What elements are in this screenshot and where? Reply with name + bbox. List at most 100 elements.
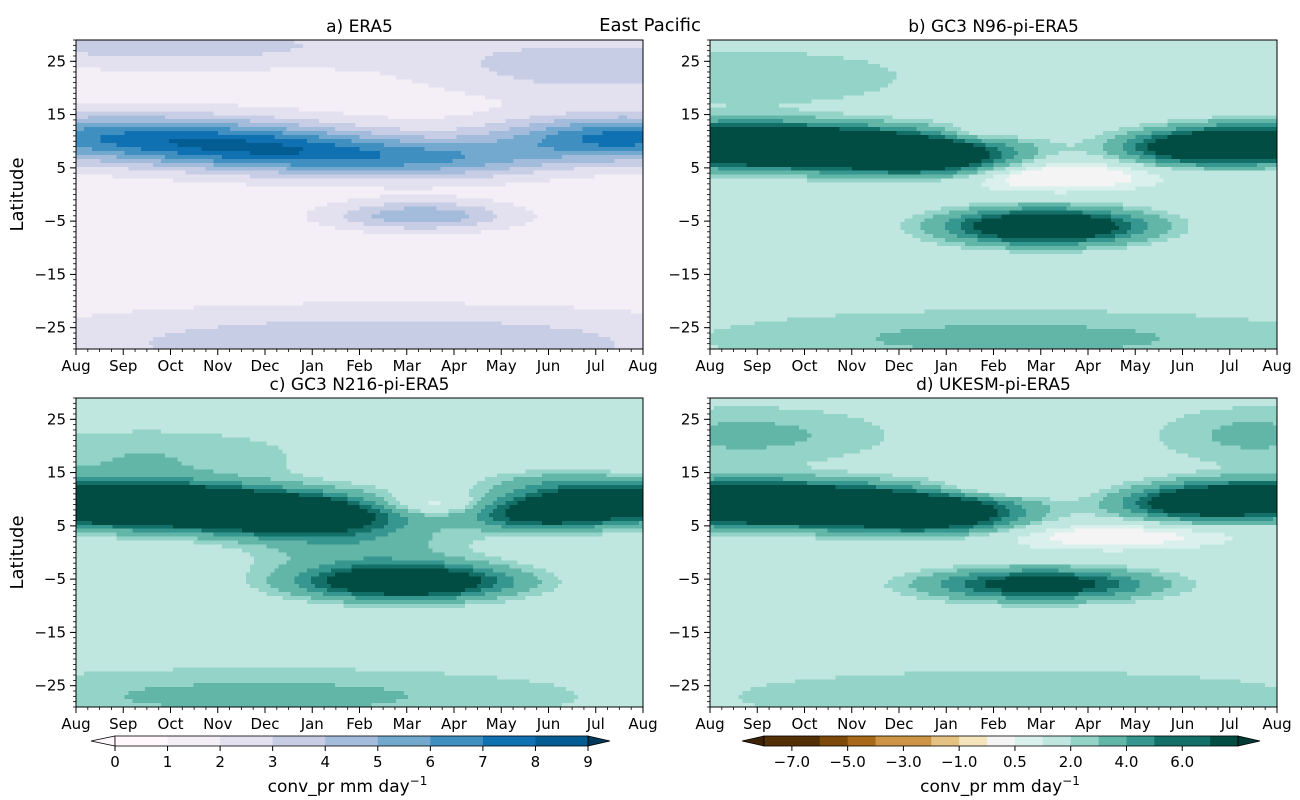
field-cell [287, 60, 292, 65]
field-cell [534, 56, 539, 61]
field-cell [202, 68, 207, 73]
field-cell [238, 40, 243, 45]
field-cell [590, 52, 595, 57]
field-cell [416, 52, 421, 57]
field-cell [526, 92, 531, 97]
field-cell [88, 95, 93, 100]
field-cell [222, 52, 227, 57]
field-cell [522, 60, 527, 65]
field-cell [246, 76, 251, 81]
field-cell [246, 40, 251, 45]
field-cell [335, 52, 340, 57]
field-cell [84, 44, 89, 49]
field-cell [404, 72, 409, 77]
field-cell [635, 56, 640, 61]
field-cell [169, 56, 174, 61]
field-cell [392, 60, 397, 65]
field-cell [364, 92, 369, 97]
field-cell [445, 56, 450, 61]
field-cell [161, 48, 166, 53]
field-cell [351, 92, 356, 97]
field-cell [376, 76, 381, 81]
field-cell [562, 92, 567, 97]
field-cell [493, 64, 498, 69]
field-cell [214, 80, 219, 85]
field-cell [485, 76, 490, 81]
field-cell [323, 60, 328, 65]
field-cell [287, 52, 292, 57]
field-cell [274, 68, 279, 73]
field-cell [226, 40, 231, 45]
field-cell [274, 40, 279, 45]
field-cell [266, 92, 271, 97]
field-cell [477, 44, 482, 49]
field-cell [445, 80, 450, 85]
field-cell [104, 44, 109, 49]
field-cell [108, 80, 113, 85]
field-a [76, 40, 644, 350]
field-cell [550, 92, 555, 97]
field-cell [218, 72, 223, 77]
field-cell [141, 88, 146, 93]
field-cell [234, 84, 239, 89]
field-cell [631, 40, 636, 45]
field-cell [242, 68, 247, 73]
field-cell [453, 44, 458, 49]
field-cell [242, 52, 247, 57]
field-cell [453, 80, 458, 85]
field-cell [513, 60, 518, 65]
field-cell [388, 92, 393, 97]
field-cell [542, 92, 547, 97]
field-cell [436, 84, 441, 89]
field-cell [303, 92, 308, 97]
field-cell [594, 76, 599, 81]
field-cell [327, 68, 332, 73]
field-cell [343, 44, 348, 49]
field-cell [509, 56, 514, 61]
field-cell [274, 88, 279, 93]
field-cell [449, 56, 454, 61]
field-cell [80, 84, 85, 89]
field-cell [177, 76, 182, 81]
field-cell [214, 64, 219, 69]
field-cell [283, 84, 288, 89]
field-cell [380, 64, 385, 69]
field-cell [364, 44, 369, 49]
field-cell [473, 88, 478, 93]
field-cell [96, 44, 101, 49]
field-cell [202, 52, 207, 57]
field-cell [250, 72, 255, 77]
field-cell [270, 44, 275, 49]
field-cell [469, 80, 474, 85]
field-cell [441, 92, 446, 97]
field-cell [461, 72, 466, 77]
field-cell [149, 95, 154, 100]
field-cell [335, 80, 340, 85]
field-cell [279, 84, 284, 89]
field-cell [274, 80, 279, 85]
field-cell [473, 60, 478, 65]
field-cell [234, 76, 239, 81]
field-cell [242, 88, 247, 93]
field-cell [566, 56, 571, 61]
field-cell [509, 68, 514, 73]
field-cell [400, 76, 405, 81]
field-cell [574, 44, 579, 49]
field-cell [513, 48, 518, 53]
field-cell [530, 88, 535, 93]
field-cell [258, 56, 263, 61]
field-cell [436, 88, 441, 93]
field-cell [279, 52, 284, 57]
field-cell [80, 88, 85, 93]
field-cell [360, 84, 365, 89]
field-cell [432, 44, 437, 49]
field-cell [295, 76, 300, 81]
field-cell [303, 40, 308, 45]
field-cell [218, 60, 223, 65]
field-cell [125, 68, 130, 73]
field-cell [412, 40, 417, 45]
field-cell [327, 92, 332, 97]
field-cell [534, 92, 539, 97]
field-cell [432, 40, 437, 45]
field-cell [477, 84, 482, 89]
